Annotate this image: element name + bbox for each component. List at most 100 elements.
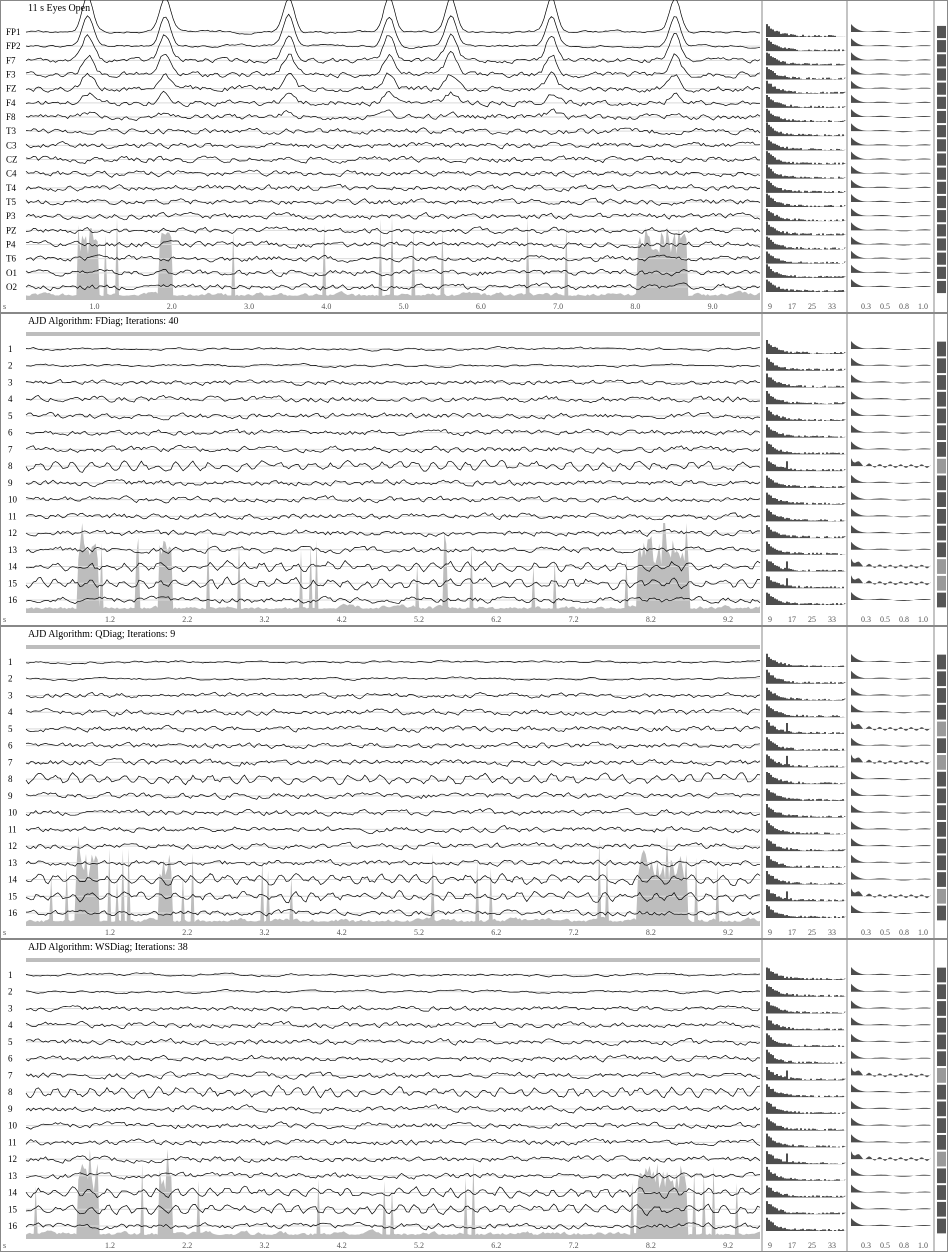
channel-trace [25, 50, 761, 79]
channel-bar [937, 805, 946, 820]
channel-bar [937, 838, 946, 854]
coherence-fill [851, 1167, 931, 1177]
channel-label: 5 [8, 724, 13, 734]
coherence-fill [851, 1033, 931, 1043]
spectrum-plot [766, 136, 846, 151]
spectrum-plot [766, 24, 846, 37]
channel-label: C4 [6, 169, 17, 179]
channel-label: 10 [8, 808, 18, 818]
coherence-tick-label: 0.8 [899, 302, 909, 311]
channel-trace [25, 240, 761, 249]
panel-frame [0, 0, 948, 313]
coherence-fill [851, 151, 931, 161]
channel-label: O2 [6, 282, 17, 292]
channel-bar [937, 195, 946, 209]
spectrum-plot [766, 788, 846, 801]
spectrum-bars [766, 871, 846, 885]
channel-label: 1 [8, 344, 13, 354]
spectrum-bars [766, 1084, 846, 1098]
coherence-fill [851, 967, 931, 976]
channel-label: 2 [8, 674, 13, 684]
coherence-fill [851, 222, 931, 232]
channel-label: C3 [6, 140, 17, 150]
channel-trace [25, 659, 760, 665]
coherence-tick-label: 0.3 [861, 615, 871, 624]
coherence-fill [851, 1000, 931, 1010]
spectrum-bars [766, 236, 846, 250]
coherence-fill [851, 1084, 931, 1094]
channel-trace [25, 1155, 761, 1164]
spectrum-bars [766, 1217, 846, 1231]
channel-trace [25, 141, 761, 150]
channel-trace [25, 13, 761, 49]
coherence-fill [851, 208, 931, 218]
spectrum-tick-label: 33 [828, 1241, 836, 1250]
spectrum-plot [766, 67, 846, 80]
spectrum-bars [766, 576, 846, 589]
coherence-fill [851, 52, 931, 62]
channel-label: 15 [8, 1204, 18, 1214]
spectrum-plot [766, 820, 846, 835]
spectrum-bars [766, 820, 846, 835]
channel-label: 14 [8, 562, 18, 572]
power-area [26, 1149, 760, 1239]
coherence-fill [851, 94, 931, 104]
channel-trace [25, 459, 761, 473]
coherence-fill [851, 458, 931, 469]
panel-title: AJD Algorithm: QDiag; Iterations: 9 [28, 629, 175, 640]
spectrum-plot [766, 1217, 846, 1231]
panel-top-band [26, 958, 760, 962]
channel-bar [937, 1151, 946, 1167]
spectrum-tick-label: 25 [808, 302, 816, 311]
spectrum-tick-label: 17 [788, 302, 796, 311]
channel-trace [25, 676, 761, 682]
channel-bar [937, 688, 946, 703]
spectrum-bars [766, 1133, 846, 1148]
spectrum-bars [766, 508, 846, 522]
spectrum-plot [766, 804, 846, 818]
channel-bar [937, 592, 946, 608]
channel-label: 6 [8, 741, 13, 751]
channel-bar [937, 559, 946, 574]
x-tick-label: 7.2 [569, 615, 579, 624]
spectrum-plot [766, 424, 846, 438]
spectrum-plot [766, 720, 846, 734]
spectrum-bars [766, 264, 846, 278]
x-tick-label: 3.0 [244, 302, 254, 311]
spectrum-bars [766, 95, 846, 108]
spectrum-plot [766, 475, 846, 488]
spectrum-plot [766, 525, 846, 539]
spectrum-plot [766, 669, 846, 684]
spectrum-bars [766, 108, 846, 122]
channel-bar [937, 25, 946, 39]
channel-trace [25, 825, 761, 835]
spectrum-plot [766, 687, 846, 701]
channel-bar [937, 40, 946, 53]
channel-label: 12 [8, 1154, 17, 1164]
channel-trace [25, 724, 761, 733]
channel-trace [25, 428, 761, 437]
channel-trace [25, 254, 761, 263]
coherence-fill [851, 264, 931, 274]
channel-trace [25, 691, 761, 700]
panel-top-band [26, 645, 760, 649]
spectrum-bars [766, 1016, 846, 1031]
x-tick-label: 6.2 [491, 1241, 501, 1250]
spectrum-plot [766, 1101, 846, 1114]
coherence-fill [851, 654, 931, 663]
spectrum-plot [766, 838, 846, 852]
coherence-fill [851, 905, 931, 914]
channel-label: 14 [8, 1188, 18, 1198]
channel-label: 8 [8, 1087, 13, 1097]
channel-bar [937, 1068, 946, 1083]
channel-trace [25, 33, 761, 64]
spectrum-tick-label: 33 [828, 615, 836, 624]
x-tick-label: 5.2 [414, 1241, 424, 1250]
channel-trace [25, 495, 761, 504]
spectrum-tick-label: 25 [808, 1241, 816, 1250]
channel-bar [937, 542, 946, 558]
channel-trace [25, 841, 761, 851]
coherence-fill [851, 787, 931, 797]
channel-bar [937, 442, 946, 457]
coherence-fill [851, 341, 931, 350]
